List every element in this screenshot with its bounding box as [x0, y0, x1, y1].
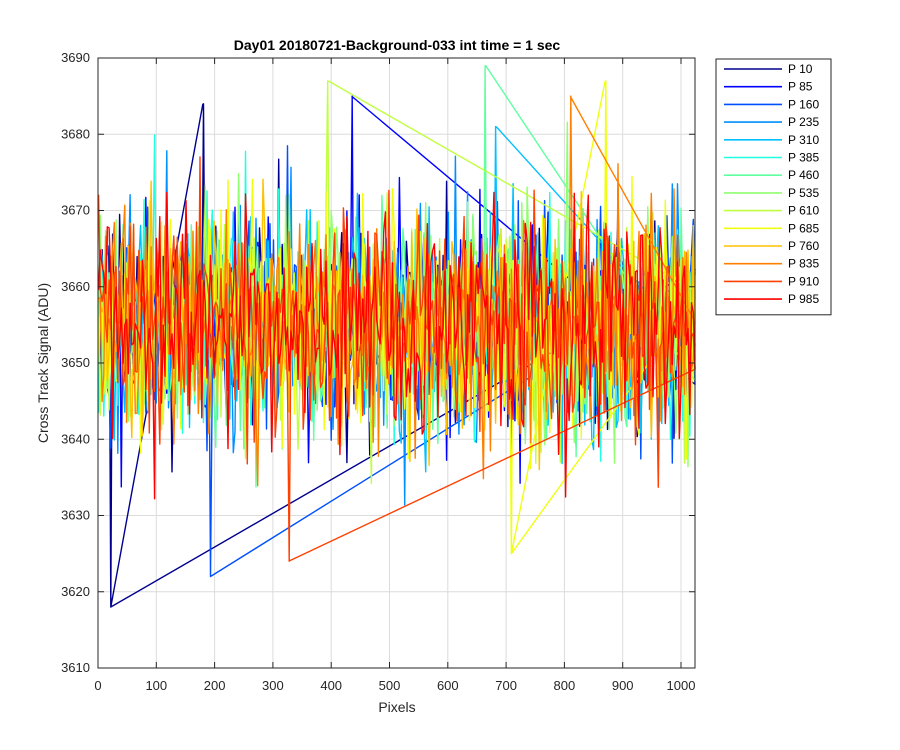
y-tick-label: 3650: [61, 355, 90, 370]
x-tick-label: 700: [495, 678, 517, 693]
legend-label: P 985: [788, 292, 819, 306]
legend-label: P 610: [788, 204, 819, 218]
x-tick-label: 0: [94, 678, 101, 693]
x-axis-label: Pixels: [378, 699, 415, 715]
legend-label: P 835: [788, 257, 819, 271]
y-tick-label: 3670: [61, 203, 90, 218]
y-tick-label: 3640: [61, 431, 90, 446]
legend-label: P 85: [788, 80, 813, 94]
y-tick-label: 3680: [61, 126, 90, 141]
legend-label: P 910: [788, 274, 819, 288]
y-tick-label: 3660: [61, 279, 90, 294]
legend-label: P 235: [788, 115, 819, 129]
legend-label: P 460: [788, 168, 819, 182]
x-tick-label: 200: [204, 678, 226, 693]
series-line-p-910: [97, 156, 696, 562]
series-line-p-835: [98, 95, 696, 487]
plot-series: [97, 64, 696, 608]
x-tick-label: 500: [379, 678, 401, 693]
y-tick-label: 3690: [61, 50, 90, 65]
legend-label: P 535: [788, 186, 819, 200]
x-tick-label: 100: [145, 678, 167, 693]
legend-label: P 760: [788, 239, 819, 253]
legend-label: P 10: [788, 62, 813, 76]
x-tick-label: 800: [554, 678, 576, 693]
y-tick-label: 3620: [61, 584, 90, 599]
x-tick-label: 300: [262, 678, 284, 693]
x-tick-label: 900: [612, 678, 634, 693]
x-tick-label: 1000: [667, 678, 696, 693]
legend-label: P 385: [788, 151, 819, 165]
x-tick-label: 400: [320, 678, 342, 693]
legend-box: [715, 58, 832, 316]
legend-label: P 310: [788, 133, 819, 147]
axis-ticks: 0 100 200 300 400 500 600 700 800 900 1000 3610 3620…: [61, 50, 695, 693]
y-tick-label: 3630: [61, 508, 90, 523]
y-tick-label: 3610: [61, 660, 90, 675]
legend: P 10 P 85 P 160 P 235 P 310 P 385 P 460 P 535 P …: [715, 58, 832, 316]
x-tick-label: 600: [437, 678, 459, 693]
legend-label: P 685: [788, 221, 819, 235]
y-axis-label: Cross Track Signal (ADU): [35, 283, 51, 443]
series-line-p-985: [97, 191, 696, 500]
chart-title: Day01 20180721-Background-033 int time =…: [234, 37, 561, 53]
legend-label: P 160: [788, 97, 819, 111]
